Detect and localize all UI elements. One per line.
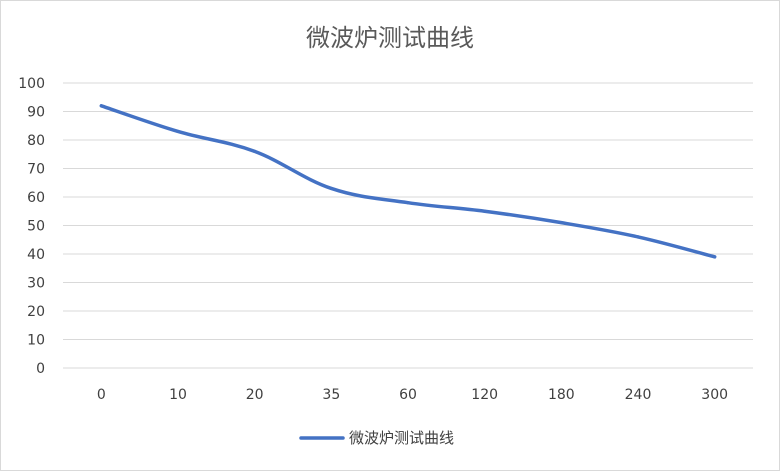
- legend: 微波炉测试曲线: [299, 429, 454, 447]
- data-point: [99, 104, 103, 108]
- data-point: [406, 201, 410, 205]
- gridlines: [63, 82, 753, 369]
- x-tick-label: 300: [701, 387, 728, 403]
- y-tick-label: 20: [27, 304, 45, 320]
- y-tick-label: 60: [27, 190, 45, 206]
- x-tick-label: 240: [625, 387, 652, 403]
- data-point: [176, 129, 180, 134]
- y-tick-label: 70: [27, 162, 45, 178]
- legend-label: 微波炉测试曲线: [349, 429, 454, 447]
- x-tick-label: 35: [322, 387, 340, 403]
- data-point: [253, 149, 257, 153]
- data-point: [636, 235, 640, 239]
- y-tick-label: 100: [18, 76, 45, 92]
- data-point: [483, 209, 487, 213]
- y-tick-label: 80: [27, 133, 45, 149]
- y-tick-label: 40: [27, 247, 45, 263]
- x-tick-label: 120: [471, 387, 498, 403]
- data-point: [713, 255, 717, 259]
- y-tick-label: 10: [27, 333, 45, 349]
- data-point: [329, 186, 333, 191]
- x-axis-tick-labels: 0 10 20 35 60 120 180 240 300: [97, 387, 728, 403]
- chart-title: 微波炉测试曲线: [306, 24, 474, 52]
- x-tick-label: 180: [548, 387, 575, 403]
- y-tick-label: 90: [27, 105, 45, 121]
- y-tick-label: 0: [36, 361, 45, 377]
- x-tick-label: 60: [399, 387, 417, 403]
- x-tick-label: 10: [169, 387, 187, 403]
- x-tick-label: 0: [97, 387, 106, 403]
- series-line: [99, 104, 717, 259]
- y-axis-tick-labels: 0 10 20 30 40 50 60 70 80 90 100: [18, 76, 45, 377]
- x-tick-label: 20: [246, 387, 264, 403]
- y-tick-label: 50: [27, 219, 45, 235]
- y-tick-label: 30: [27, 276, 45, 292]
- data-point: [559, 221, 563, 225]
- series-lines: [99, 104, 717, 259]
